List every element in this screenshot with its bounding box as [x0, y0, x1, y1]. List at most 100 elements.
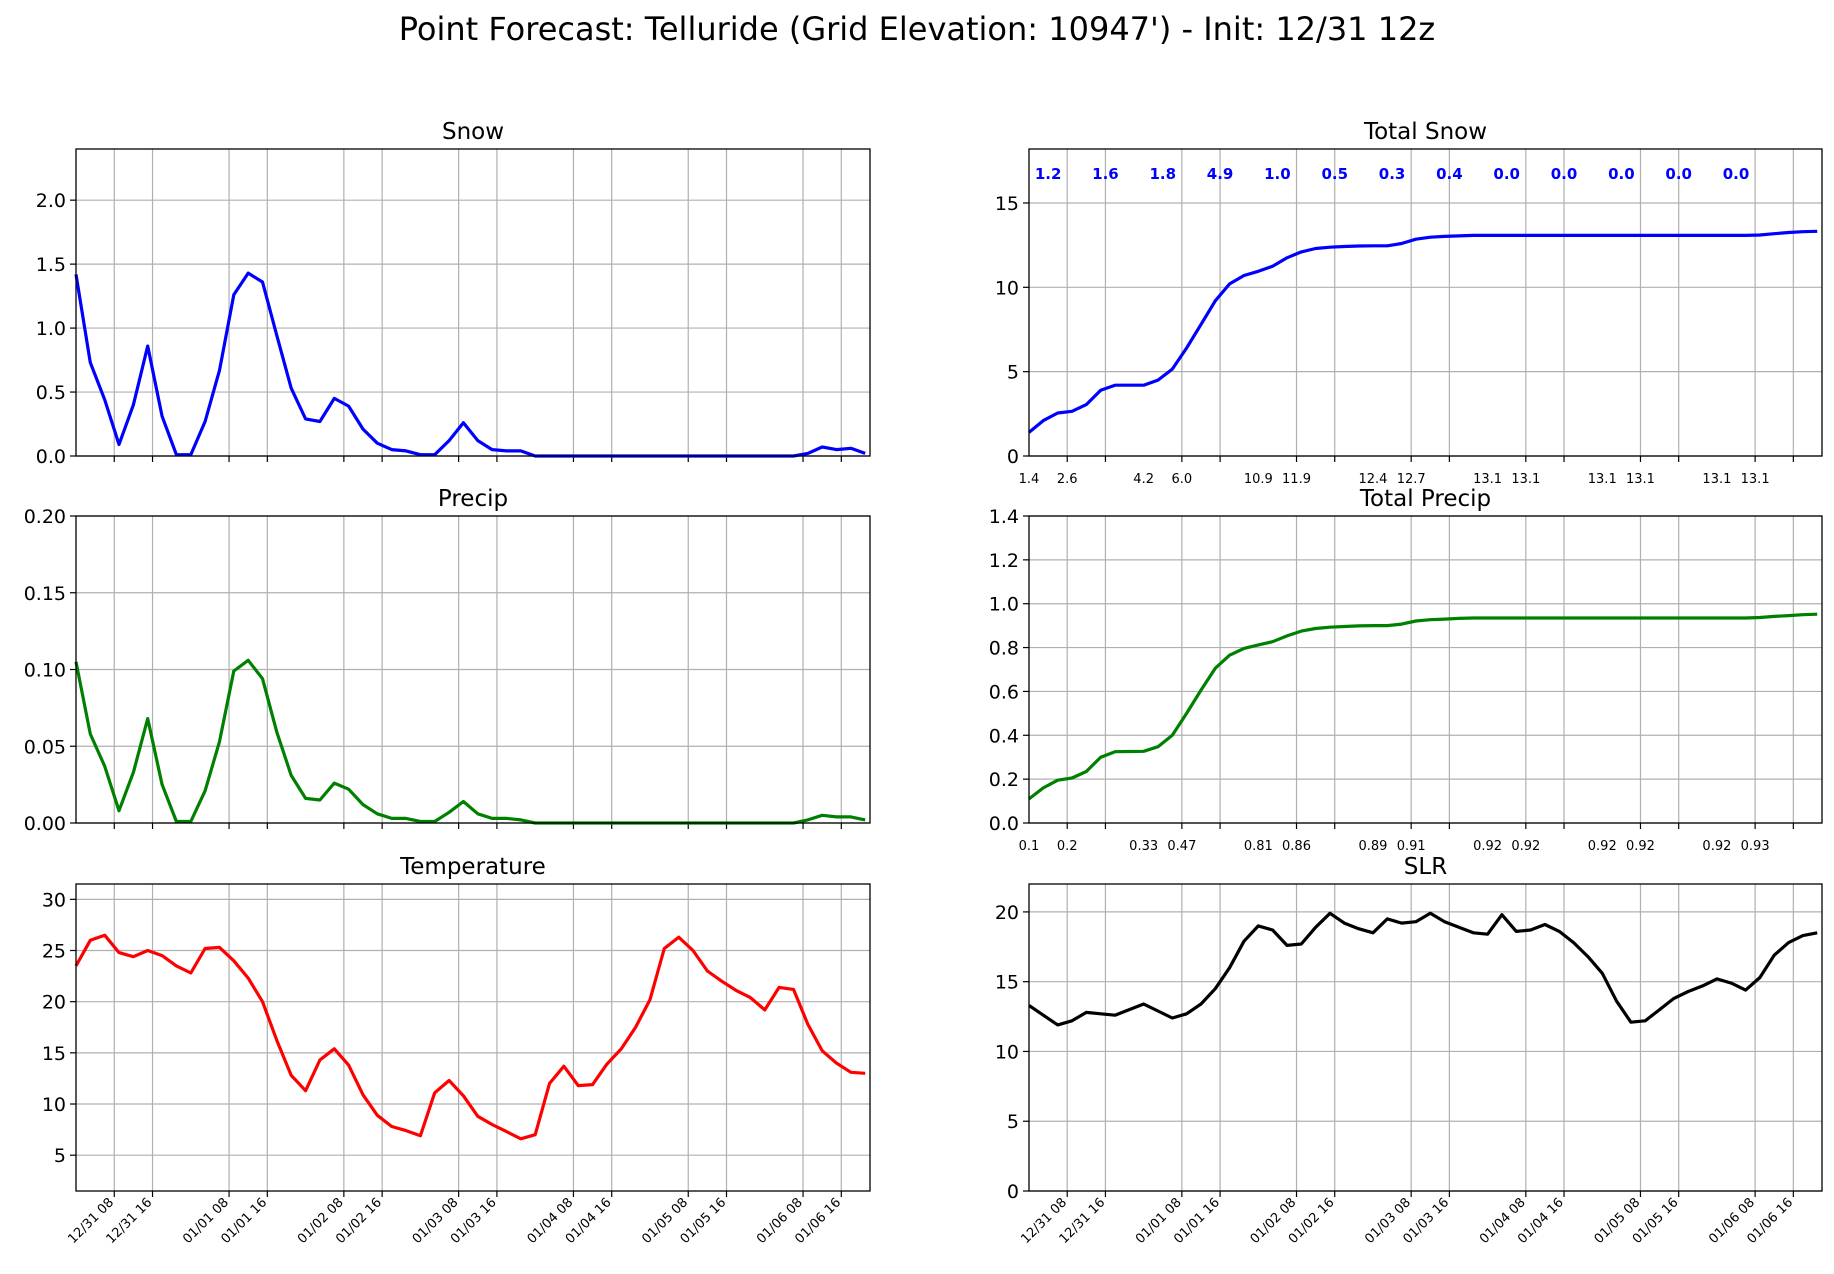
y-tick-label: 0.0 — [989, 813, 1019, 835]
cumulative-label: 13.1 — [1511, 472, 1540, 487]
y-tick-label: 2.0 — [36, 190, 66, 212]
cumulative-label: 0.81 — [1244, 839, 1273, 854]
data-points — [1028, 231, 1818, 433]
panel-title: Snow — [442, 119, 504, 145]
y-tick-label: 5 — [1007, 1111, 1019, 1133]
y-tick-label: 0.0 — [36, 446, 66, 468]
period-total-label: 1.0 — [1264, 165, 1291, 183]
panel-title: Total Precip — [1359, 486, 1491, 512]
cumulative-label: 0.33 — [1129, 839, 1158, 854]
gridlines — [1029, 884, 1822, 1192]
gridlines — [76, 884, 870, 1191]
y-tick-label: 0.10 — [24, 660, 66, 682]
y-tick-label: 25 — [42, 941, 66, 963]
y-tick-label: 0 — [1007, 446, 1019, 468]
period-total-label: 0.0 — [1551, 165, 1578, 183]
panel-total-precip: 0.0 0.2 0.4 0.6 0.8 1.0 1.2 1.4 0.1 0.2 0.33 0.47 0.… — [989, 486, 1823, 854]
y-tick-label: 15 — [995, 972, 1019, 994]
gridlines — [1029, 149, 1822, 457]
y-tick-label: 5 — [1007, 362, 1019, 384]
y-tick-label: 0.2 — [989, 769, 1019, 791]
y-tick-label: 10 — [995, 1041, 1019, 1063]
cumulative-label: 13.1 — [1626, 472, 1655, 487]
y-tick-label: 5 — [54, 1145, 66, 1167]
cumulative-label: 0.91 — [1397, 839, 1426, 854]
figure-title: Point Forecast: Telluride (Grid Elevatio… — [399, 10, 1435, 48]
y-tick-label: 10 — [42, 1094, 66, 1116]
cumulative-label: 1.4 — [1019, 472, 1040, 487]
plot-frame — [1028, 883, 1823, 1192]
y-tick-label: 0.8 — [989, 638, 1019, 660]
cumulative-label: 13.1 — [1588, 472, 1617, 487]
period-total-label: 0.0 — [1608, 165, 1635, 183]
panel-snow: 0.0 0.5 1.0 1.5 2.0 Snow — [36, 119, 871, 468]
cumulative-label: 0.92 — [1511, 839, 1540, 854]
series-line — [74, 658, 866, 825]
cumulative-label: 0.89 — [1358, 839, 1387, 854]
panel-title: Temperature — [399, 854, 546, 880]
y-tick-label: 1.0 — [989, 594, 1019, 616]
cumulative-label: 12.7 — [1397, 472, 1426, 487]
period-total-label: 0.0 — [1723, 165, 1750, 183]
series-line — [1028, 911, 1818, 1027]
period-total-label: 0.0 — [1665, 165, 1692, 183]
y-tick-label: 10 — [995, 277, 1019, 299]
cumulative-label: 0.92 — [1626, 839, 1655, 854]
y-tick-label: 1.5 — [36, 254, 66, 276]
data-points — [75, 273, 866, 457]
y-tick-label: 0.00 — [24, 813, 66, 835]
cumulative-label: 0.47 — [1167, 839, 1196, 854]
plot-frame — [1028, 148, 1823, 457]
cumulative-label: 0.93 — [1741, 839, 1770, 854]
y-tick-label: 0 — [1007, 1181, 1019, 1203]
panel-title: SLR — [1404, 854, 1447, 880]
cumulative-label: 2.6 — [1057, 472, 1078, 487]
cumulative-label: 11.9 — [1282, 472, 1311, 487]
y-tick-label: 0.6 — [989, 681, 1019, 703]
gridlines — [1029, 515, 1822, 824]
cumulative-label: 0.92 — [1702, 839, 1731, 854]
plot-frame — [75, 515, 871, 824]
y-tick-label: 15 — [995, 193, 1019, 215]
data-points — [1028, 913, 1818, 1025]
data-points — [75, 660, 866, 824]
period-total-label: 0.5 — [1321, 165, 1348, 183]
gridlines — [76, 149, 870, 457]
series-line — [74, 271, 866, 458]
plot-frame — [75, 883, 871, 1192]
y-tick-label: 0.20 — [24, 506, 66, 528]
panel-title: Total Snow — [1363, 119, 1487, 145]
cumulative-label: 13.1 — [1473, 472, 1502, 487]
cumulative-label: 0.1 — [1019, 839, 1040, 854]
period-total-label: 1.2 — [1035, 165, 1062, 183]
cumulative-label: 13.1 — [1741, 472, 1770, 487]
period-total-label: 1.6 — [1092, 165, 1119, 183]
y-tick-label: 20 — [995, 902, 1019, 924]
cumulative-label: 10.9 — [1244, 472, 1273, 487]
cumulative-label: 13.1 — [1702, 472, 1731, 487]
y-tick-label: 0.05 — [24, 736, 66, 758]
y-tick-label: 30 — [42, 889, 66, 911]
y-tick-label: 1.2 — [989, 550, 1019, 572]
cumulative-label: 0.86 — [1282, 839, 1311, 854]
period-total-label: 1.8 — [1149, 165, 1176, 183]
gridlines — [76, 515, 870, 824]
y-tick-label: 15 — [42, 1043, 66, 1065]
cumulative-label: 0.92 — [1588, 839, 1617, 854]
cumulative-label: 0.92 — [1473, 839, 1502, 854]
period-total-label: 0.3 — [1379, 165, 1406, 183]
panel-total-snow: 0 5 10 15 1.4 2.6 4.2 6.0 10.9 11.9 12.4 12.7 13.1 13… — [995, 119, 1823, 487]
period-total-label: 0.4 — [1436, 165, 1463, 183]
series-line — [74, 933, 866, 1141]
cumulative-label: 4.2 — [1133, 472, 1154, 487]
data-points — [1028, 614, 1818, 799]
cumulative-label: 12.4 — [1358, 472, 1387, 487]
y-tick-label: 0.5 — [36, 382, 66, 404]
plot-frame — [1028, 515, 1823, 824]
period-total-label: 0.0 — [1493, 165, 1520, 183]
series-line — [1027, 229, 1818, 434]
period-total-label: 4.9 — [1207, 165, 1234, 183]
y-tick-label: 1.4 — [989, 506, 1019, 528]
